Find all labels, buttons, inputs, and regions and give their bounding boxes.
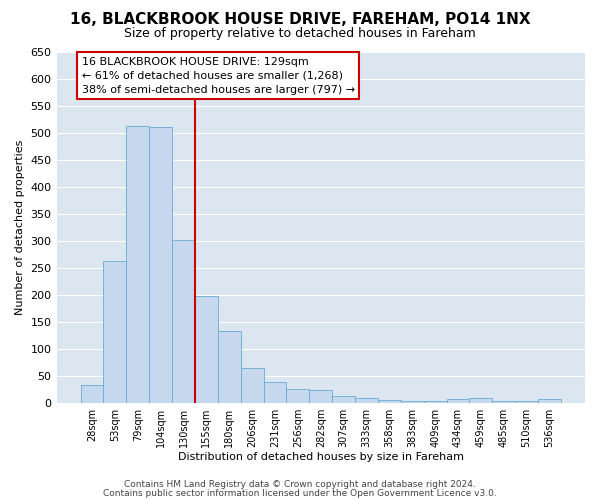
Text: 16 BLACKBROOK HOUSE DRIVE: 129sqm
← 61% of detached houses are smaller (1,268)
3: 16 BLACKBROOK HOUSE DRIVE: 129sqm ← 61% … xyxy=(82,57,355,95)
Bar xyxy=(355,398,378,402)
Bar xyxy=(310,390,332,402)
Bar xyxy=(424,401,446,402)
Bar xyxy=(80,386,103,402)
Bar xyxy=(218,332,241,402)
Bar xyxy=(172,240,195,402)
Text: Size of property relative to detached houses in Fareham: Size of property relative to detached ho… xyxy=(124,28,476,40)
Bar xyxy=(469,398,493,402)
Bar xyxy=(401,400,424,402)
Text: 16, BLACKBROOK HOUSE DRIVE, FAREHAM, PO14 1NX: 16, BLACKBROOK HOUSE DRIVE, FAREHAM, PO1… xyxy=(70,12,530,28)
Y-axis label: Number of detached properties: Number of detached properties xyxy=(15,140,25,315)
Bar xyxy=(103,260,127,402)
Bar xyxy=(149,127,172,402)
Bar xyxy=(378,400,401,402)
Bar xyxy=(332,396,355,402)
Bar xyxy=(446,400,469,402)
Bar xyxy=(195,296,218,403)
Bar xyxy=(127,126,149,402)
Text: Contains public sector information licensed under the Open Government Licence v3: Contains public sector information licen… xyxy=(103,488,497,498)
Bar xyxy=(241,368,263,402)
Bar xyxy=(263,382,286,402)
Bar xyxy=(515,401,538,402)
Bar xyxy=(493,401,515,402)
Bar xyxy=(538,400,561,402)
Bar xyxy=(286,389,310,402)
X-axis label: Distribution of detached houses by size in Fareham: Distribution of detached houses by size … xyxy=(178,452,464,462)
Text: Contains HM Land Registry data © Crown copyright and database right 2024.: Contains HM Land Registry data © Crown c… xyxy=(124,480,476,489)
